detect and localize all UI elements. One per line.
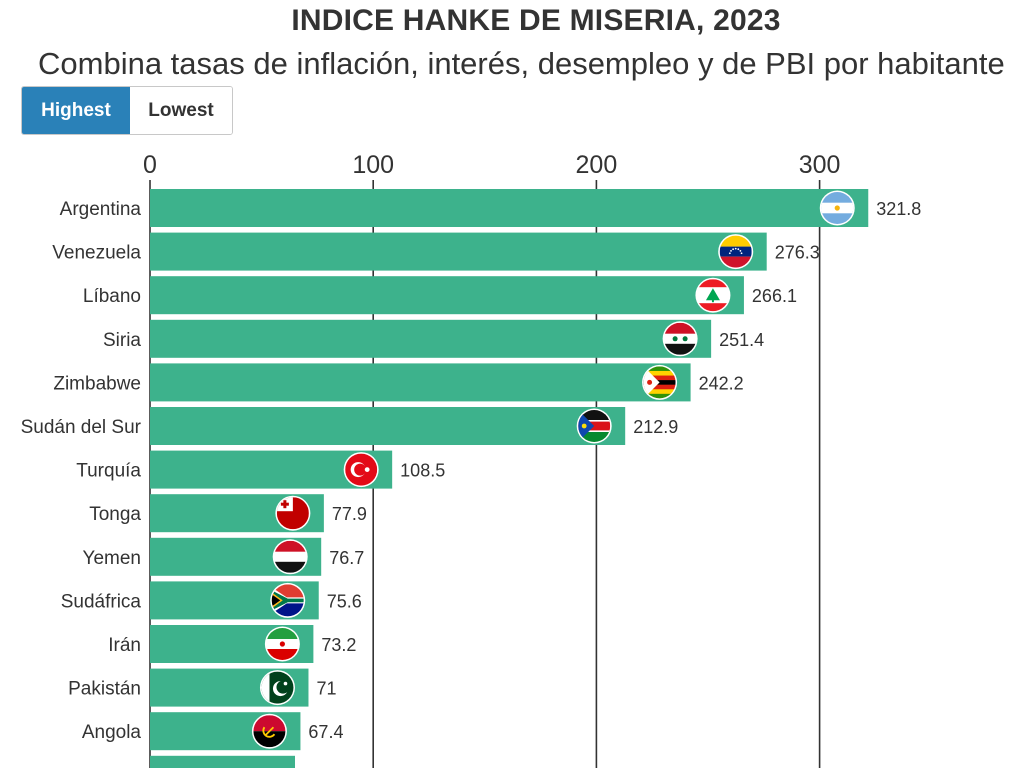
syria-flag-icon <box>662 321 698 357</box>
bar[interactable] <box>150 407 626 445</box>
lowest-button[interactable]: Lowest <box>130 87 232 134</box>
bar[interactable] <box>150 276 744 315</box>
category-label: Sudán del Sur <box>21 417 142 438</box>
category-labels: Argentina 321.8 Venezuela 276.3 Líbano 266.1 S… <box>21 199 922 743</box>
value-label: 76.7 <box>329 548 364 568</box>
highest-button[interactable]: Highest <box>22 87 130 134</box>
value-label: 75.6 <box>327 591 362 611</box>
category-label: Yemen <box>83 548 141 569</box>
south-africa-flag-icon <box>270 582 306 618</box>
category-label: Angola <box>82 722 142 743</box>
value-label: 251.4 <box>719 330 764 350</box>
argentina-flag-icon <box>819 190 855 226</box>
value-label: 321.8 <box>876 199 921 219</box>
bar[interactable] <box>150 363 691 402</box>
value-label: 276.3 <box>775 243 820 263</box>
zimbabwe-flag-icon <box>642 364 678 400</box>
x-axis-ticks: 0 100 200 300 <box>143 151 840 179</box>
category-label: Turquía <box>76 461 141 482</box>
value-label: 266.1 <box>752 286 797 306</box>
x-tick-label: 300 <box>799 151 841 179</box>
bar[interactable] <box>150 319 712 358</box>
turkey-flag-icon <box>343 452 379 488</box>
value-label: 242.2 <box>699 373 744 393</box>
south-sudan-flag-icon <box>576 408 612 444</box>
iran-flag-icon <box>264 626 300 662</box>
value-label: 77.9 <box>332 504 367 524</box>
value-label: 212.9 <box>633 417 678 437</box>
venezuela-flag-icon <box>718 234 754 270</box>
value-label: 73.2 <box>321 635 356 655</box>
category-label: Irán <box>108 635 141 656</box>
x-tick-label: 200 <box>576 151 618 179</box>
category-label: Siria <box>103 330 141 351</box>
x-tick-label: 100 <box>352 151 394 179</box>
sort-toggle: Highest Lowest <box>21 86 233 135</box>
value-label: 71 <box>316 679 336 699</box>
value-label: 67.4 <box>308 722 343 742</box>
bar[interactable] <box>150 232 767 271</box>
lebanon-flag-icon <box>695 277 731 313</box>
value-label: 108.5 <box>400 461 445 481</box>
bar-partial <box>150 755 295 768</box>
category-label: Zimbabwe <box>53 373 141 394</box>
category-label: Argentina <box>60 199 142 220</box>
category-label: Pakistán <box>68 679 141 700</box>
x-tick-label: 0 <box>143 151 157 179</box>
category-label: Tonga <box>89 504 141 525</box>
chart-subtitle: Combina tasas de inflación, interés, des… <box>38 46 1005 81</box>
angola-flag-icon <box>251 713 287 749</box>
category-label: Líbano <box>83 286 141 307</box>
category-label: Sudáfrica <box>61 591 142 612</box>
bar[interactable] <box>150 189 869 227</box>
bars <box>150 189 869 768</box>
chart-title: INDICE HANKE DE MISERIA, 2023 <box>291 4 781 37</box>
tonga-flag-icon <box>275 495 311 531</box>
pakistan-flag-icon <box>259 670 295 706</box>
yemen-flag-icon <box>272 539 308 575</box>
category-label: Venezuela <box>52 243 141 264</box>
